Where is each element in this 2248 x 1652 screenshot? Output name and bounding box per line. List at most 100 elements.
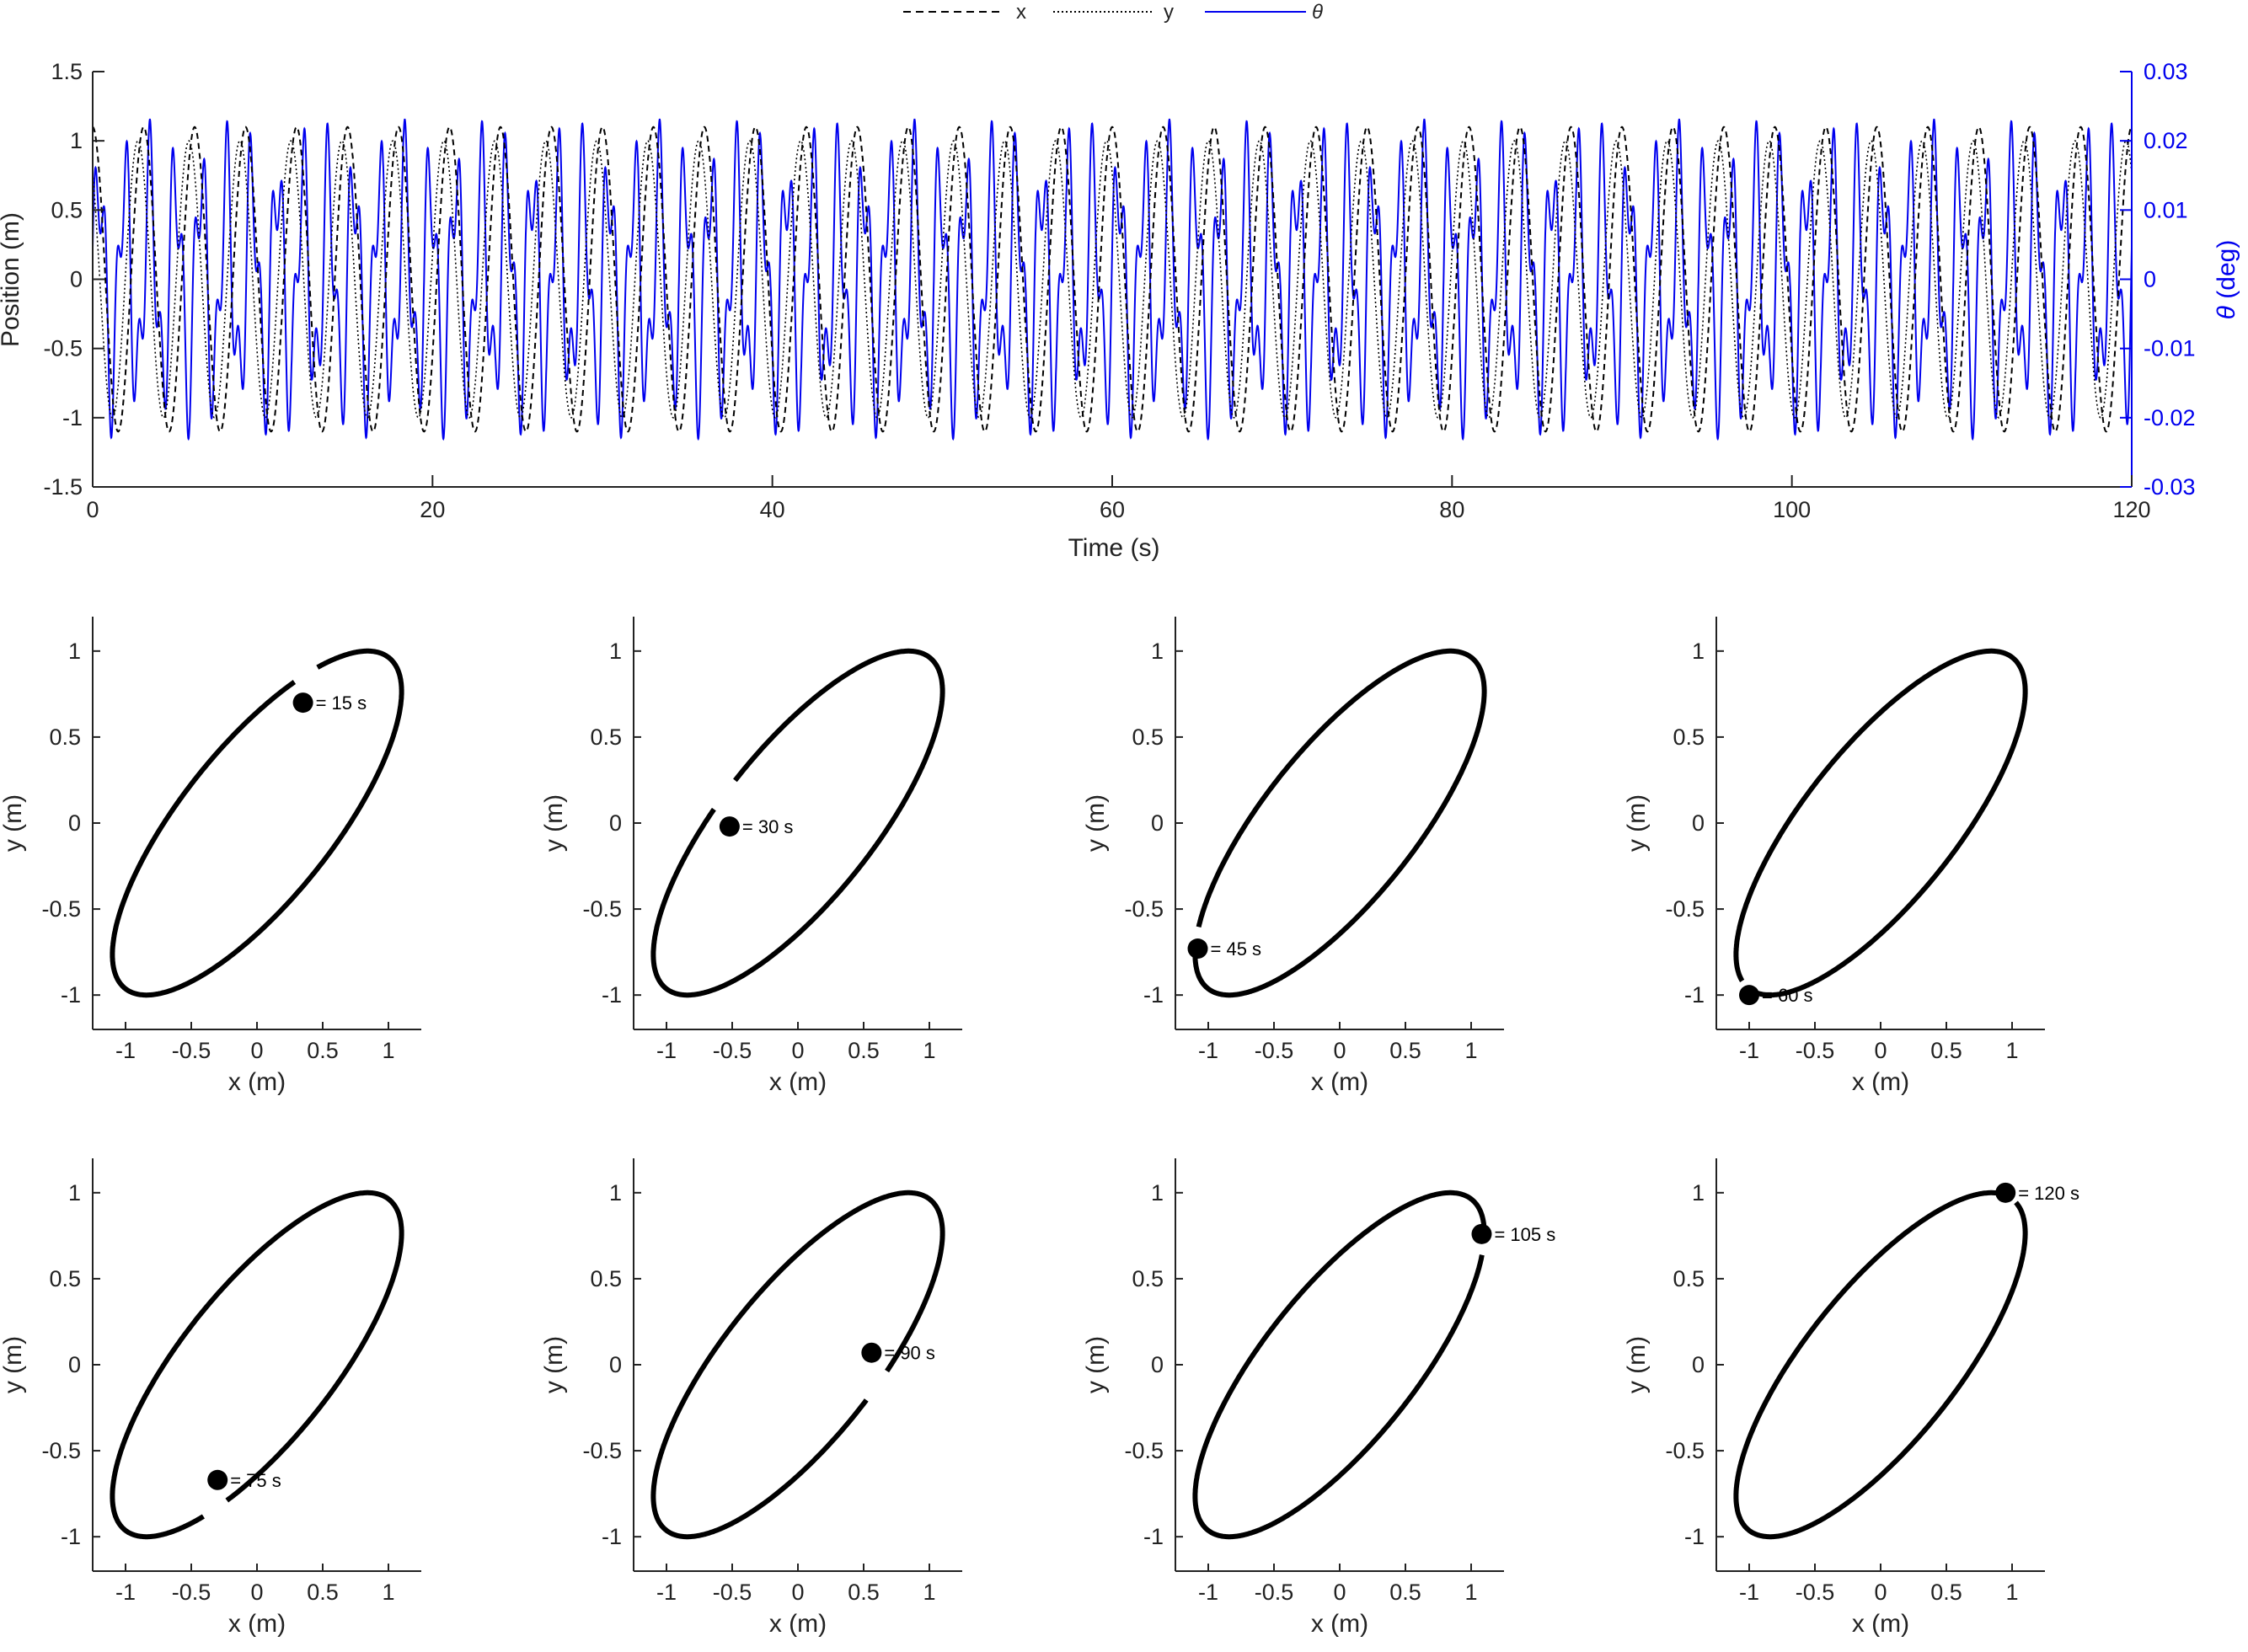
y-tick-label: -0.5 (1665, 1438, 1705, 1463)
time-marker (207, 1469, 228, 1490)
time-tick-label: 120 (2112, 497, 2150, 522)
x-series-line (92, 126, 2133, 433)
y-tick-label: 0.5 (590, 724, 622, 750)
position-axis-title: Position (m) (0, 212, 24, 347)
time-marker-label: = 75 s (230, 1470, 281, 1491)
time-marker (1187, 938, 1208, 960)
x-axis-title: x (m) (1852, 1610, 1909, 1638)
time-tick-label: 60 (1100, 497, 1125, 522)
x-tick-label: 0.5 (307, 1580, 339, 1605)
y-tick-label: 1 (1692, 639, 1705, 664)
y-tick-label: -1 (1684, 1524, 1705, 1549)
y-tick-label: -1 (61, 1524, 81, 1549)
y-tick-label: 1 (1151, 639, 1164, 664)
x-tick-label: -0.5 (713, 1038, 752, 1063)
time-tick-label: 40 (760, 497, 785, 522)
time-marker-label: = 45 s (1211, 938, 1262, 960)
x-tick-label: -1 (115, 1580, 136, 1605)
y-tick-label: -1 (1684, 982, 1705, 1008)
x-tick-label: 0.5 (1930, 1038, 1962, 1063)
x-axis-title: x (m) (1311, 1610, 1368, 1638)
y-tick-label: 1 (1692, 1180, 1705, 1206)
x-tick-label: -0.5 (1255, 1038, 1294, 1063)
y-tick-label: -1 (602, 982, 622, 1008)
x-tick-label: -0.5 (172, 1038, 211, 1063)
x-tick-label: -0.5 (1796, 1038, 1835, 1063)
y-axis-title: y (m) (0, 1336, 27, 1393)
x-tick-label: -0.5 (1796, 1580, 1835, 1605)
trajectory-line (1192, 648, 1487, 998)
x-axis-title: x (m) (1852, 1068, 1909, 1096)
y-tick-label: 0 (1151, 810, 1164, 836)
x-tick-label: 1 (1464, 1038, 1477, 1063)
time-marker (1995, 1182, 2016, 1203)
trajectory-line (650, 648, 945, 998)
y-tick-label: 0.5 (49, 1266, 81, 1291)
x-tick-label: 0 (1874, 1580, 1887, 1605)
x-tick-label: -0.5 (713, 1580, 752, 1605)
x-tick-label: 1 (2005, 1038, 2018, 1063)
y-tick-label: -0.5 (1665, 896, 1705, 922)
y-tick-label: -1 (1143, 982, 1164, 1008)
time-marker-label: = 30 s (742, 816, 794, 837)
y-axis-title: y (m) (1623, 1336, 1651, 1393)
y-tick-label: 0.5 (1132, 724, 1164, 750)
position-tick-label: -1.5 (43, 474, 83, 500)
x-tick-label: 1 (1464, 1580, 1477, 1605)
phase-plane-panels: -1 -0.5 0 0.5 1 -1 -0.5 0 0.5 1 x (m) y (m) = 15 s -1… (0, 617, 2079, 1638)
trajectory-line (1192, 1190, 1487, 1540)
y-tick-label: 0 (1692, 1352, 1705, 1377)
theta-tick-label: -0.03 (2144, 474, 2196, 500)
position-tick-label: 0.5 (51, 197, 83, 222)
theta-tick-label: 0.01 (2144, 197, 2188, 222)
x-tick-label: 0 (791, 1580, 804, 1605)
y-tick-label: 1 (1151, 1180, 1164, 1206)
time-marker (1471, 1223, 1492, 1244)
x-tick-label: 0.5 (848, 1038, 880, 1063)
theta-axis-title: θ (deg) (2213, 240, 2240, 320)
y-tick-label: -0.5 (41, 1438, 81, 1463)
theta-tick-label: -0.01 (2144, 336, 2196, 361)
x-tick-label: -1 (115, 1038, 136, 1063)
trajectory-line (1733, 1190, 2028, 1540)
x-tick-label: -0.5 (1255, 1580, 1294, 1605)
x-tick-label: -1 (656, 1580, 677, 1605)
time-marker-label: = 15 s (316, 692, 367, 714)
y-tick-label: 1 (68, 1180, 81, 1206)
trajectory-line (110, 648, 404, 998)
y-tick-label: 0 (609, 810, 622, 836)
time-tick-label: 20 (420, 497, 445, 522)
y-tick-label: -0.5 (582, 896, 622, 922)
phase-panel-1: -1 -0.5 0 0.5 1 -1 -0.5 0 0.5 1 x (m) y (m) = 15 s (0, 617, 421, 1096)
x-tick-label: 0.5 (1930, 1580, 1962, 1605)
theta-tick-label: 0.02 (2144, 128, 2188, 153)
y-axis-title: y (m) (0, 794, 27, 852)
time-tick-label: 80 (1439, 497, 1464, 522)
time-series-chart: 0 20 40 60 80 100 120 -1.5 -1 -0.5 0 0.5 1 1.5 -0.03 -0… (0, 59, 2240, 562)
trajectory-line (110, 1190, 404, 1540)
y-tick-label: 0 (1151, 1352, 1164, 1377)
time-marker (1739, 985, 1759, 1006)
time-series-axes: 0 20 40 60 80 100 120 -1.5 -1 -0.5 0 0.5 1 1.5 -0.03 -0… (43, 59, 2195, 522)
time-marker-label: = 90 s (884, 1343, 935, 1364)
y-tick-label: 0.5 (49, 724, 81, 750)
time-marker-label: = 105 s (1494, 1224, 1555, 1245)
y-axis-title: y (m) (540, 1336, 568, 1393)
x-tick-label: 0 (1333, 1038, 1346, 1063)
phase-panel-7: -1 -0.5 0 0.5 1 -1 -0.5 0 0.5 1 x (m) y (m) = 105 s (1082, 1158, 1555, 1638)
y-tick-label: 0.5 (590, 1266, 622, 1291)
time-tick-label: 0 (86, 497, 99, 522)
x-axis-title: x (m) (769, 1068, 827, 1096)
phase-panel-8: -1 -0.5 0 0.5 1 -1 -0.5 0 0.5 1 x (m) y (m) = 120 s (1623, 1158, 2079, 1638)
theta-tick-label: 0 (2144, 267, 2156, 292)
x-tick-label: 0.5 (1389, 1038, 1421, 1063)
y-axis-title: y (m) (1082, 1336, 1110, 1393)
x-tick-label: 1 (382, 1038, 394, 1063)
phase-panel-3: -1 -0.5 0 0.5 1 -1 -0.5 0 0.5 1 x (m) y (m) = 45 s (1082, 617, 1504, 1096)
theta-tick-label: -0.02 (2144, 405, 2196, 430)
legend-y-label: y (1164, 1, 1174, 24)
x-tick-label: 0.5 (307, 1038, 339, 1063)
x-tick-label: -1 (1198, 1038, 1218, 1063)
y-tick-label: 0.5 (1673, 724, 1705, 750)
